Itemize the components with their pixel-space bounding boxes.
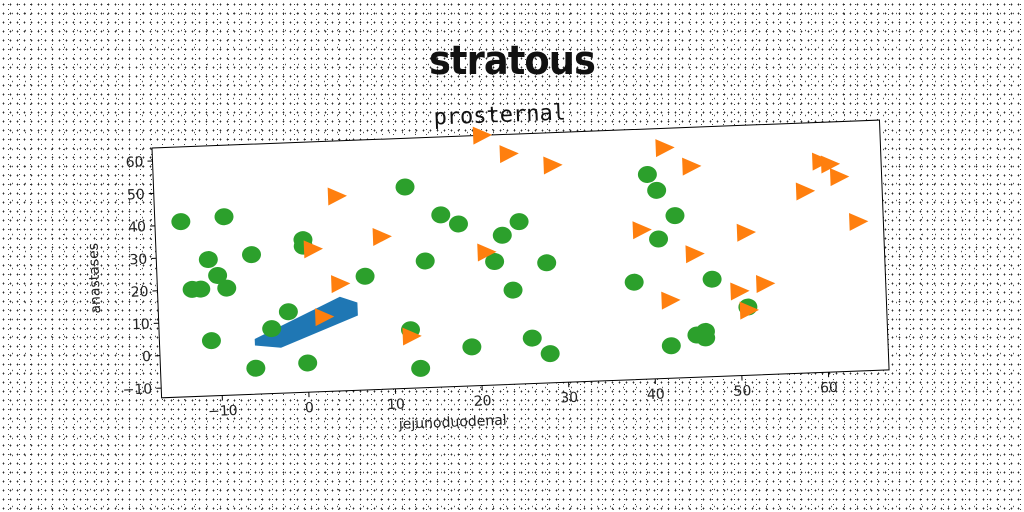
x-tick-label: 40	[647, 387, 665, 404]
green-circle-point	[201, 332, 221, 350]
green-circle-point	[214, 208, 234, 226]
x-axis: −10 0 10 20 30 40 50 60	[208, 372, 838, 420]
green-circle-point	[702, 270, 722, 288]
green-circle-point	[509, 213, 529, 231]
orange-triangle-point	[314, 308, 335, 327]
orange-triangle-point	[739, 301, 759, 320]
green-circle-point	[171, 213, 191, 231]
green-circle-point	[208, 266, 228, 284]
y-tick-label: 60	[125, 154, 143, 171]
x-tick-label: 60	[820, 380, 838, 397]
orange-triangle-point	[730, 282, 750, 301]
y-tick-label: 20	[130, 284, 148, 301]
y-tick-label: 50	[127, 187, 145, 204]
chart-title: prosternal	[433, 100, 566, 130]
green-circle-point	[647, 181, 667, 199]
orange-triangle-point	[327, 187, 347, 206]
green-circle-point	[537, 254, 557, 272]
green-circle-point	[540, 345, 560, 363]
y-tick-label: 0	[142, 349, 152, 365]
y-tick-label: 10	[132, 317, 150, 334]
orange-triangle-point	[372, 227, 392, 246]
green-circle-point	[411, 359, 431, 377]
orange-triangle-point	[655, 139, 675, 158]
plot-background	[151, 119, 890, 399]
x-tick-label: 0	[305, 400, 315, 416]
blue-polygon	[254, 296, 358, 348]
green-circle-point	[198, 251, 218, 269]
orange-triangle-point	[499, 145, 519, 164]
x-tick-label: −10	[208, 403, 238, 420]
green-circle-point	[649, 230, 669, 248]
plot-area: −10 0 10 20 30 40 50 60 −10 0 10 20 30 40 50 60 jejuno…	[86, 119, 890, 433]
green-circle-point	[217, 279, 237, 297]
orange-triangle-point	[632, 221, 652, 240]
y-tick-label: 40	[128, 219, 146, 236]
y-tick-label: −10	[122, 381, 152, 398]
orange-triangle-point	[402, 327, 422, 346]
green-circle-point	[182, 280, 202, 298]
orange-triangle-point	[685, 245, 705, 264]
green-circle-point	[246, 359, 266, 377]
green-circle-point	[448, 215, 468, 233]
green-circle-point	[696, 329, 716, 347]
data-marks	[171, 126, 869, 377]
x-tick-label: 30	[560, 390, 578, 407]
orange-triangle-point	[543, 156, 563, 175]
orange-triangle-point	[755, 274, 776, 293]
green-circle-point	[298, 354, 318, 372]
green-circle-point	[624, 273, 644, 291]
orange-triangle-point	[303, 240, 323, 259]
green-circle-point	[522, 329, 542, 347]
orange-triangle-point	[477, 243, 497, 262]
orange-triangle-point	[736, 223, 757, 242]
orange-triangle-point	[331, 275, 351, 294]
orange-triangle-point	[849, 212, 869, 231]
x-tick-label: 20	[473, 393, 491, 410]
y-axis: −10 0 10 20 30 40 50 60	[122, 154, 162, 399]
green-circle-point	[262, 320, 282, 338]
green-circle-point	[395, 178, 415, 196]
green-circle-point	[355, 267, 375, 285]
orange-triangle-point	[829, 168, 850, 187]
green-circle-point	[415, 252, 435, 270]
main-title: stratous	[428, 38, 596, 84]
orange-triangle-point	[472, 126, 493, 145]
y-axis-label: anastases	[86, 243, 105, 314]
green-circle-point	[242, 246, 261, 264]
x-axis-label: jejunoduodenal	[398, 413, 507, 433]
orange-triangle-point	[661, 291, 681, 310]
green-circle-point	[665, 207, 685, 225]
green-circle-point	[431, 206, 451, 224]
x-tick-label: 10	[387, 396, 405, 413]
orange-triangle-point	[820, 155, 841, 174]
green-circle-point	[503, 281, 523, 299]
green-circle-point	[485, 253, 505, 271]
orange-triangle-point	[682, 157, 702, 176]
green-circle-point	[661, 337, 681, 355]
green-circle-point	[492, 226, 512, 244]
green-circle-point	[278, 303, 298, 321]
green-circle-point	[637, 165, 657, 183]
green-circle-point	[462, 338, 482, 356]
y-tick-label: 30	[129, 252, 147, 269]
orange-triangle-point	[795, 182, 816, 201]
x-tick-label: 50	[733, 383, 751, 400]
